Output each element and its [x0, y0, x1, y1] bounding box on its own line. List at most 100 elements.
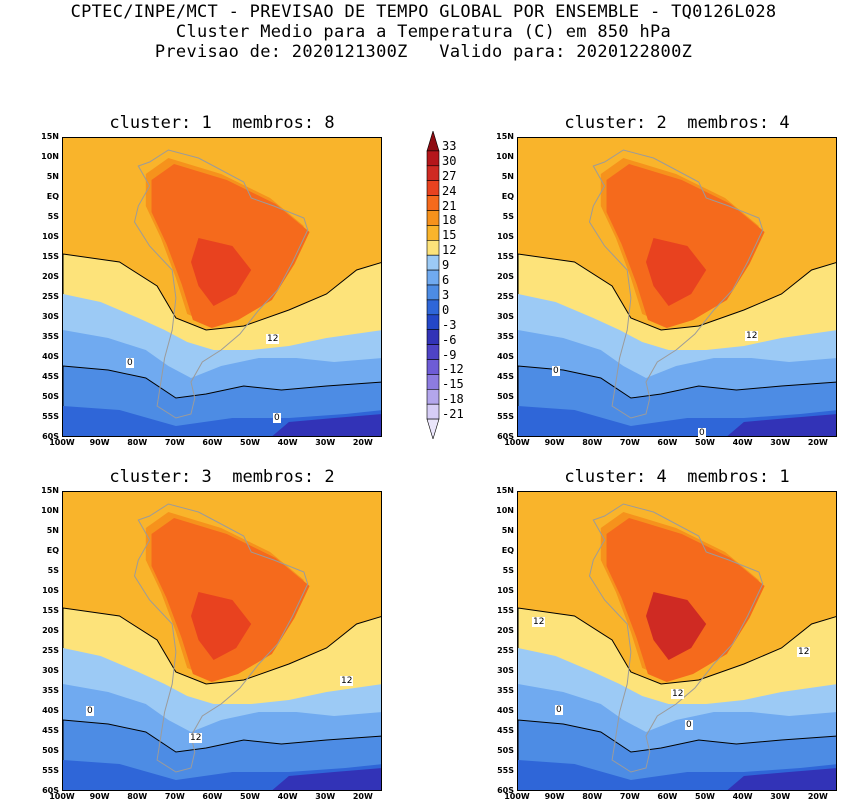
colorbar-label: 6 — [442, 273, 450, 287]
lat-tick-label: 15N — [496, 486, 514, 495]
lat-tick-label: 5S — [502, 566, 514, 575]
lon-tick-label: 40W — [732, 438, 753, 447]
lon-tick-label: 40W — [277, 438, 298, 447]
lat-tick-label: 15N — [41, 486, 59, 495]
lat-tick-label: 25S — [42, 646, 59, 655]
lat-tick-label: 50S — [42, 392, 59, 401]
lat-tick-label: 10N — [41, 152, 59, 161]
lat-tick-label: 10S — [497, 232, 514, 241]
lat-tick-label: 15S — [497, 252, 514, 261]
lat-tick-label: 15S — [42, 606, 59, 615]
contour-label: 12 — [671, 689, 685, 699]
colorbar-swatch — [426, 240, 440, 256]
lat-tick-label: 30S — [42, 312, 59, 321]
contour-label: 0 — [126, 358, 134, 368]
lat-tick-label: 10S — [42, 232, 59, 241]
header-line-3: Previsao de: 2020121300Z Valido para: 20… — [154, 42, 693, 62]
zone-minus6c — [272, 414, 381, 436]
colorbar-swatch — [426, 314, 440, 331]
lat-tick-label: EQ — [46, 546, 59, 555]
colorbar-swatch — [426, 344, 440, 360]
colorbar-swatch — [426, 374, 440, 390]
lon-tick-label: 100W — [504, 792, 530, 801]
lon-tick-label: 70W — [619, 438, 640, 447]
colorbar-swatch — [426, 418, 440, 439]
lat-tick-label: 45S — [497, 726, 514, 735]
contour-label: 0 — [685, 720, 693, 730]
lat-tick-label: 10S — [497, 586, 514, 595]
lon-tick-label: 40W — [732, 792, 753, 801]
zone-minus6c — [272, 768, 381, 790]
lat-tick-label: 55S — [497, 412, 514, 421]
lon-tick-label: 60W — [202, 438, 223, 447]
lat-tick-label: 30S — [42, 666, 59, 675]
colorbar-label: -18 — [442, 392, 464, 407]
colorbar-swatch — [426, 359, 440, 375]
lat-tick-label: 10N — [496, 506, 514, 515]
map-panel-1 — [62, 137, 382, 437]
colorbar-label: -6 — [442, 332, 457, 347]
colorbar-swatch — [426, 225, 440, 241]
contour-label: 0 — [273, 413, 281, 423]
temperature-map-1 — [63, 138, 381, 436]
lat-tick-label: 40S — [42, 352, 59, 361]
lat-tick-label: 55S — [42, 766, 59, 775]
coastline — [133, 503, 309, 773]
lon-tick-label: 80W — [127, 792, 148, 801]
lon-tick-label: 90W — [544, 792, 565, 801]
contour-label: 12 — [532, 617, 546, 627]
lon-tick-label: 50W — [695, 438, 715, 447]
lat-tick-label: 20S — [497, 272, 514, 281]
colorbar-label: -3 — [442, 317, 457, 332]
lat-tick-label: 30S — [497, 666, 514, 675]
lat-tick-label: 20S — [42, 272, 59, 281]
colorbar-swatch — [426, 195, 440, 211]
colorbar-label: 27 — [442, 168, 457, 183]
panel-title-2: cluster: 2 membros: 4 — [564, 113, 790, 133]
lat-tick-label: 60S — [497, 786, 514, 795]
lat-tick-label: 20S — [42, 626, 59, 635]
coastline — [588, 503, 764, 773]
lon-tick-label: 100W — [49, 438, 75, 447]
colorbar-swatch — [426, 299, 440, 316]
contour-label: 12 — [340, 676, 354, 686]
panel-title-1: cluster: 1 membros: 8 — [109, 113, 335, 133]
zone-24c — [646, 238, 707, 306]
lon-tick-label: 40W — [277, 792, 298, 801]
zone-24c — [191, 592, 252, 660]
contour-label: 12 — [745, 331, 759, 341]
colorbar-swatches — [426, 131, 440, 439]
lat-tick-label: 5N — [46, 526, 59, 535]
lat-tick-label: 50S — [497, 746, 514, 755]
lon-tick-label: 80W — [582, 438, 603, 447]
colorbar-label: 21 — [442, 198, 457, 213]
map-panel-2 — [517, 137, 837, 437]
lat-tick-label: EQ — [46, 192, 59, 201]
lat-tick-label: 60S — [497, 432, 514, 441]
colorbar-label: 33 — [442, 138, 457, 153]
lat-tick-label: 25S — [497, 292, 514, 301]
lat-tick-label: 35S — [497, 686, 514, 695]
map-panel-3 — [62, 491, 382, 791]
lat-tick-label: 55S — [42, 412, 59, 421]
temperature-map-4 — [518, 492, 836, 790]
colorbar-swatch — [426, 254, 440, 271]
lon-tick-label: 30W — [770, 792, 791, 801]
contour-label: 12 — [797, 647, 811, 657]
lat-tick-label: 40S — [497, 352, 514, 361]
lat-tick-label: 5S — [47, 212, 59, 221]
colorbar-swatch — [426, 180, 440, 196]
lat-tick-label: 35S — [42, 332, 59, 341]
lat-tick-label: 15S — [497, 606, 514, 615]
lat-tick-label: 45S — [42, 372, 59, 381]
zone-minus6c — [727, 768, 836, 790]
colorbar-label: 3 — [442, 287, 450, 302]
colorbar-label: -21 — [442, 407, 464, 422]
colorbar-swatch — [426, 210, 440, 226]
lon-tick-label: 60W — [657, 792, 678, 801]
lat-tick-label: 40S — [42, 706, 59, 715]
lat-tick-label: 20S — [497, 626, 514, 635]
lon-tick-label: 60W — [657, 438, 678, 447]
panel-title-3: cluster: 3 membros: 2 — [109, 467, 335, 487]
lon-tick-label: 30W — [315, 792, 336, 801]
